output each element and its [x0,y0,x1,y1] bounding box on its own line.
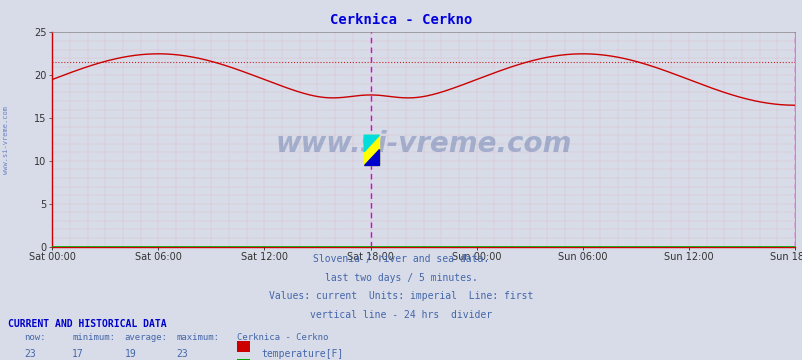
Text: vertical line - 24 hrs  divider: vertical line - 24 hrs divider [310,310,492,320]
Bar [364,135,379,165]
Text: minimum:: minimum: [72,333,115,342]
Polygon shape [364,149,379,165]
Text: 17: 17 [72,349,84,359]
Text: Values: current  Units: imperial  Line: first: Values: current Units: imperial Line: fi… [269,291,533,301]
Text: 23: 23 [24,349,36,359]
Text: average:: average: [124,333,168,342]
Polygon shape [364,135,379,152]
Text: now:: now: [24,333,46,342]
Text: Slovenia / river and sea data.: Slovenia / river and sea data. [313,254,489,264]
Text: Cerknica - Cerkno: Cerknica - Cerkno [330,13,472,27]
Text: last two days / 5 minutes.: last two days / 5 minutes. [325,273,477,283]
Text: 23: 23 [176,349,188,359]
Text: 19: 19 [124,349,136,359]
Text: maximum:: maximum: [176,333,220,342]
Text: www.si-vreme.com: www.si-vreme.com [3,107,10,174]
Text: CURRENT AND HISTORICAL DATA: CURRENT AND HISTORICAL DATA [8,319,167,329]
Text: temperature[F]: temperature[F] [261,349,342,359]
Text: Cerknica - Cerkno: Cerknica - Cerkno [237,333,328,342]
Text: www.si-vreme.com: www.si-vreme.com [275,130,571,158]
